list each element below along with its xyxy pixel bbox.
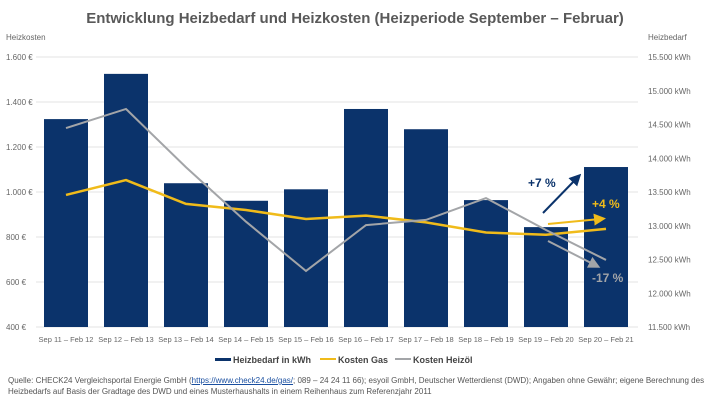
left-tick-label: 400 € bbox=[6, 323, 27, 332]
annotation-heizoel: -17 % bbox=[592, 271, 624, 285]
left-tick-label: 1.000 € bbox=[6, 188, 33, 197]
x-tick-label: Sep 19 – Feb 20 bbox=[518, 335, 573, 344]
left-axis-label: Heizkosten bbox=[6, 33, 46, 42]
x-tick-label: Sep 18 – Feb 19 bbox=[458, 335, 513, 344]
right-tick-label: 15.500 kWh bbox=[648, 53, 691, 62]
x-tick-label: Sep 11 – Feb 12 bbox=[39, 335, 94, 344]
line-kosten-heizöl bbox=[65, 107, 607, 273]
chart-title: Entwicklung Heizbedarf und Heizkosten (H… bbox=[86, 10, 624, 27]
legend-swatch bbox=[395, 358, 411, 360]
arrow-right-icon bbox=[547, 213, 606, 226]
bar-heizbedarf bbox=[464, 200, 508, 327]
x-tick-label: Sep 15 – Feb 16 bbox=[278, 335, 333, 344]
annotation-heizbedarf: +7 % bbox=[528, 176, 556, 190]
right-tick-label: 12.500 kWh bbox=[648, 256, 691, 265]
right-tick-label: 14.500 kWh bbox=[648, 121, 691, 130]
bar-heizbedarf bbox=[524, 227, 568, 327]
legend-swatch bbox=[215, 358, 231, 361]
arrow-up-icon bbox=[542, 173, 582, 214]
source-note: Quelle: CHECK24 Vergleichsportal Energie… bbox=[8, 376, 705, 396]
left-tick-label: 800 € bbox=[6, 233, 27, 242]
bar-heizbedarf bbox=[404, 129, 448, 327]
x-tick-label: Sep 20 – Feb 21 bbox=[578, 335, 633, 344]
left-tick-label: 1.200 € bbox=[6, 143, 33, 152]
bar-heizbedarf bbox=[224, 200, 268, 327]
x-tick-label: Sep 12 – Feb 13 bbox=[98, 335, 153, 344]
bar-heizbedarf bbox=[104, 73, 148, 327]
arrow-down-icon bbox=[547, 240, 601, 268]
x-tick-label: Sep 17 – Feb 18 bbox=[398, 335, 453, 344]
left-tick-label: 600 € bbox=[6, 278, 27, 287]
x-tick-label: Sep 16 – Feb 17 bbox=[338, 335, 393, 344]
legend-label: Kosten Gas bbox=[338, 355, 388, 365]
line-kosten-gas bbox=[65, 178, 607, 237]
right-tick-label: 13.500 kWh bbox=[648, 188, 691, 197]
chart: Entwicklung Heizbedarf und Heizkosten (H… bbox=[6, 10, 691, 365]
x-tick-label: Sep 14 – Feb 15 bbox=[218, 335, 273, 344]
legend-swatch bbox=[320, 358, 336, 360]
legend-label: Heizbedarf in kWh bbox=[233, 355, 311, 365]
bar-heizbedarf bbox=[44, 119, 88, 327]
right-axis-label: Heizbedarf bbox=[648, 33, 687, 42]
right-tick-label: 12.000 kWh bbox=[648, 289, 691, 298]
bar-heizbedarf bbox=[584, 167, 628, 327]
right-tick-label: 11.500 kWh bbox=[648, 323, 690, 332]
right-tick-label: 15.000 kWh bbox=[648, 87, 691, 96]
right-tick-label: 13.000 kWh bbox=[648, 222, 691, 231]
x-tick-label: Sep 13 – Feb 14 bbox=[158, 335, 213, 344]
legend-label: Kosten Heizöl bbox=[413, 355, 473, 365]
annotation-gas: +4 % bbox=[592, 197, 620, 211]
source-link[interactable]: https://www.check24.de/gas/ bbox=[191, 376, 294, 385]
right-tick-label: 14.000 kWh bbox=[648, 154, 691, 163]
bar-heizbedarf bbox=[164, 183, 208, 327]
left-tick-label: 1.600 € bbox=[6, 53, 33, 62]
left-tick-label: 1.400 € bbox=[6, 98, 33, 107]
